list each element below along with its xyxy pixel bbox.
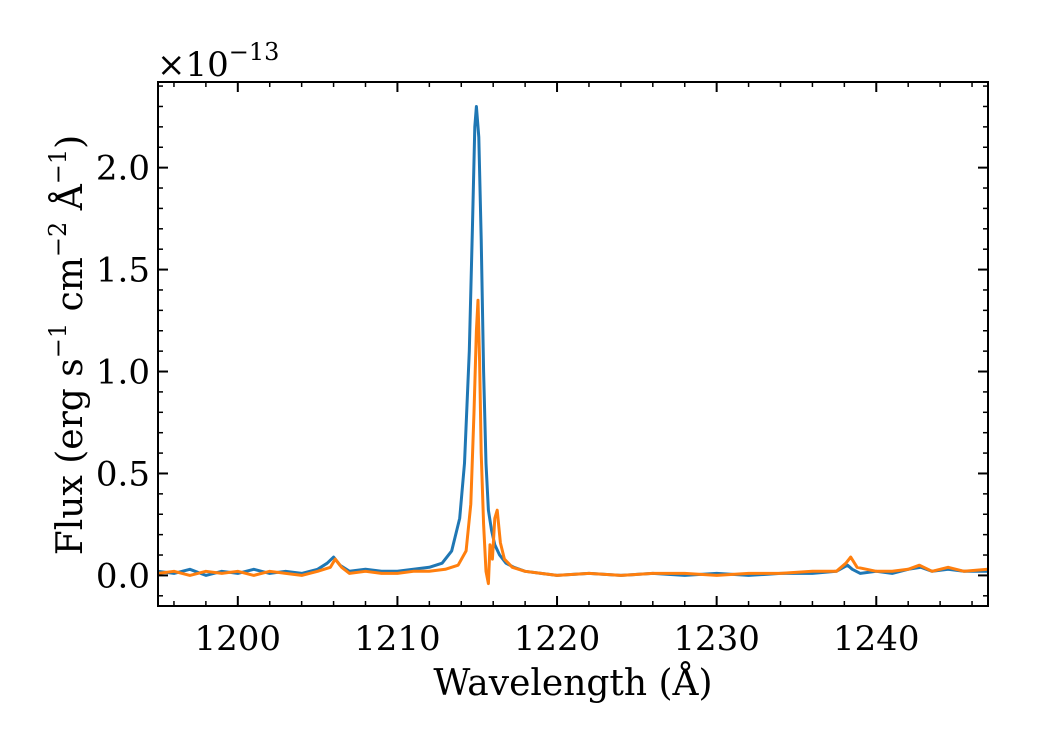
x-tick-label: 1210	[354, 619, 441, 659]
y-axis-title: Flux (erg s−1 cm−2 Å−1)	[44, 135, 91, 555]
x-tick-label: 1200	[195, 619, 282, 659]
y-tick-label: 0.5	[96, 454, 150, 494]
y-tick-label: 2.0	[96, 149, 150, 189]
labels-layer: 1200 1210 1220 1230 1240 0.0 0.5 1.0 1.5 2.0	[96, 149, 920, 659]
x-tick-label: 1220	[514, 619, 601, 659]
ticks-layer	[158, 82, 988, 606]
series-line-1	[157, 105, 988, 577]
series-line-2	[157, 298, 989, 586]
y-offset-label: ×10−13	[157, 38, 279, 85]
x-tick-label: 1240	[833, 619, 920, 659]
x-tick-label: 1230	[673, 619, 760, 659]
y-tick-label: 1.0	[96, 353, 150, 393]
y-tick-label: 0.0	[96, 556, 150, 596]
plot-frame	[157, 81, 989, 607]
x-axis-title: Wavelength (Å)	[433, 662, 712, 704]
y-tick-label: 1.5	[96, 251, 150, 291]
series-layer	[157, 105, 989, 586]
